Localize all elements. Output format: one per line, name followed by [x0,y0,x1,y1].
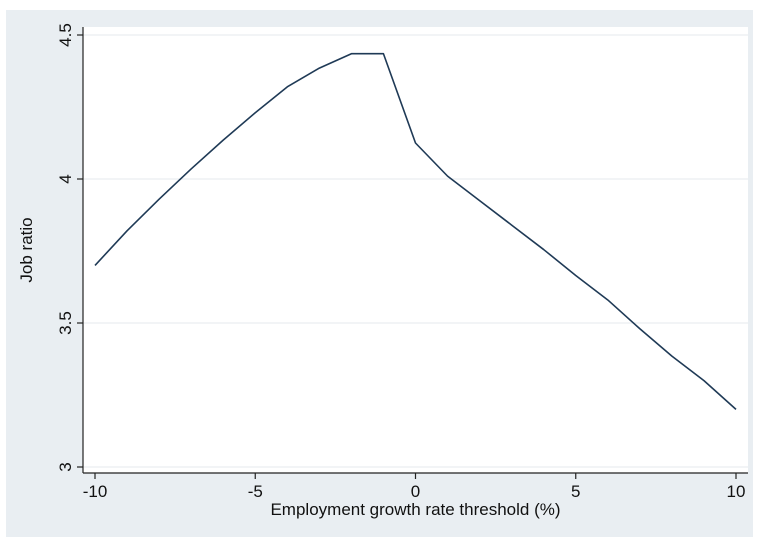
x-tick-label: 10 [727,482,746,501]
x-axis-title: Employment growth rate threshold (%) [270,500,560,519]
axes: 3 3.5 4 4.5 -10 -5 0 5 10 [56,23,748,501]
x-tick-label: 5 [571,482,580,501]
series-layer [94,52,737,410]
x-tick-label: 0 [411,482,420,501]
x-tick-label: -10 [83,482,108,501]
y-tick-label: 4 [56,174,75,183]
y-axis-title: Job ratio [17,217,36,282]
plot-area [83,27,748,473]
y-tick-label: 4.5 [56,23,75,47]
line-chart: 3 3.5 4 4.5 -10 -5 0 5 10 Employment growth rate… [17,23,748,519]
grid-lines [83,34,748,468]
x-tick-label: -5 [248,482,263,501]
y-tick-label: 3.5 [56,311,75,335]
y-tick-label: 3 [56,462,75,471]
chart-frame: 3 3.5 4 4.5 -10 -5 0 5 10 Employment growth rate… [6,10,753,537]
